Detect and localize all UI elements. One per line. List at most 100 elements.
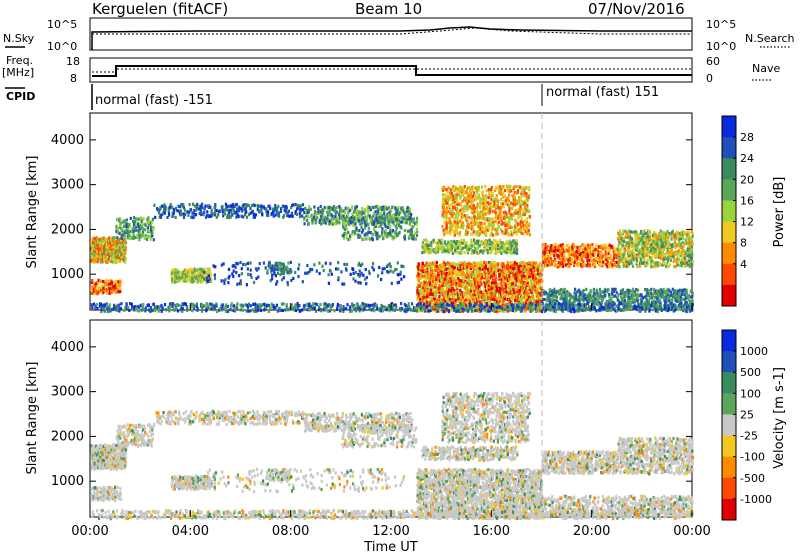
- echo-cell: [128, 223, 130, 226]
- echo-cell: [483, 222, 485, 225]
- echo-cell: [209, 278, 211, 281]
- echo-cell: [624, 295, 626, 298]
- echo-cell: [319, 272, 321, 275]
- echo-cell: [495, 239, 497, 242]
- echo-cell: [355, 215, 357, 218]
- echo-cell: [632, 295, 634, 298]
- echo-cell: [227, 281, 229, 284]
- echo-cell: [455, 187, 457, 190]
- echo-cell: [358, 210, 360, 213]
- echo-cell: [252, 210, 254, 213]
- echo-cell: [478, 285, 480, 288]
- echo-cell: [255, 277, 257, 280]
- echo-cell: [119, 222, 121, 225]
- echo-cell: [365, 282, 367, 285]
- echo-cell: [337, 268, 339, 271]
- echo-cell: [124, 239, 126, 242]
- echo-cell: [130, 217, 132, 220]
- echo-cell: [620, 289, 622, 292]
- echo-cell: [498, 287, 500, 290]
- echo-cell: [465, 242, 467, 245]
- echo-cell: [292, 277, 294, 280]
- echo-cell: [386, 213, 388, 216]
- echo-cell: [340, 207, 342, 210]
- echo-cell: [273, 214, 275, 217]
- echo-cell: [579, 245, 581, 248]
- echo-cell: [449, 232, 451, 235]
- echo-cell: [435, 269, 437, 272]
- echo-cell: [454, 193, 456, 196]
- echo-cell: [421, 251, 423, 254]
- echo-cell: [357, 281, 359, 284]
- echo-cell: [682, 289, 684, 292]
- echo-cell: [260, 210, 262, 213]
- echo-cell: [318, 262, 320, 265]
- echo-cell: [599, 293, 601, 296]
- echo-cell: [478, 272, 480, 275]
- echo-cell: [471, 217, 473, 220]
- echo-cell: [512, 274, 514, 277]
- nsky-tick-bottom-right: 10^0: [706, 40, 736, 53]
- echo-cell: [458, 251, 460, 254]
- echo-cell: [283, 269, 285, 272]
- echo-cell: [422, 262, 424, 265]
- echo-cell: [515, 185, 517, 188]
- echo-cell: [472, 199, 474, 202]
- echo-cell: [626, 292, 628, 295]
- echo-cell: [658, 289, 660, 292]
- echo-cell: [447, 202, 449, 205]
- echo-cell: [203, 277, 205, 280]
- echo-cell: [174, 280, 176, 283]
- echo-cell: [313, 263, 315, 266]
- echo-cell: [434, 241, 436, 244]
- echo-cell: [541, 280, 543, 283]
- echo-cell: [273, 265, 275, 268]
- echo-cell: [124, 260, 126, 263]
- echo-cell: [325, 262, 327, 265]
- echo-cell: [430, 249, 432, 252]
- echo-cell: [468, 223, 470, 226]
- echo-cell: [478, 262, 480, 265]
- echo-cell: [106, 288, 108, 291]
- echo-cell: [292, 215, 294, 218]
- echo-cell: [517, 222, 519, 225]
- echo-cell: [544, 298, 546, 301]
- echo-cell: [461, 285, 463, 288]
- echo-cell: [449, 298, 451, 301]
- echo-cell: [340, 212, 342, 215]
- echo-cell: [452, 185, 454, 188]
- echo-cell: [443, 246, 445, 249]
- echo-cell: [355, 271, 357, 274]
- echo-cell: [468, 291, 470, 294]
- echo-cell: [258, 267, 260, 270]
- echo-cell: [249, 261, 251, 264]
- echo-cell: [459, 190, 461, 193]
- cpid-segment-1: normal (fast) -151: [95, 93, 213, 108]
- echo-cell: [517, 185, 519, 188]
- echo-cell: [238, 274, 240, 277]
- echo-cell: [597, 292, 599, 295]
- echo-cell: [473, 204, 475, 207]
- echo-cell: [509, 234, 511, 237]
- echo-cell: [517, 189, 519, 192]
- echo-cell: [424, 269, 426, 272]
- echo-cell: [545, 291, 547, 294]
- echo-cell: [492, 217, 494, 220]
- echo-cell: [550, 257, 552, 260]
- echo-cell: [313, 205, 315, 208]
- echo-cell: [479, 267, 481, 270]
- echo-cell: [299, 215, 301, 218]
- echo-cell: [294, 271, 296, 274]
- echo-cell: [208, 274, 210, 277]
- echo-cell: [322, 209, 324, 212]
- echo-cell: [485, 225, 487, 228]
- echo-cell: [354, 280, 356, 283]
- echo-cell: [680, 301, 682, 304]
- echo-cell: [142, 230, 144, 233]
- echo-cell: [442, 193, 444, 196]
- echo-cell: [310, 208, 312, 211]
- echo-cell: [476, 221, 478, 224]
- echo-cell: [380, 212, 382, 215]
- echo-cell: [277, 205, 279, 208]
- echo-cell: [516, 239, 518, 242]
